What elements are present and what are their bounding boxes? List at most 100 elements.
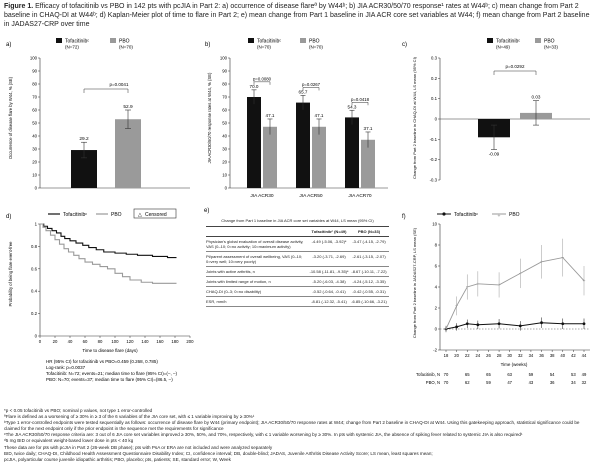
panel-f-n-value: 70 — [444, 372, 449, 377]
footnote-6: BID, twice daily; CHAQ-DI, Childhood Hea… — [4, 450, 433, 456]
row-label: Joints with active arthritis, n — [206, 269, 255, 274]
panel-f-point — [582, 322, 586, 326]
panel-f-y-tick-label: 8 — [435, 243, 438, 248]
panel-f-n-value: 49 — [582, 372, 587, 377]
panel-b-letter: b) — [205, 42, 210, 48]
panel-f-point — [518, 324, 522, 328]
row-label: Physician's global evaluation of overall… — [206, 239, 304, 249]
legend-a-pbo-name: PBO — [119, 39, 130, 45]
legend-c-pbo-name: PBO — [544, 39, 555, 45]
panel-d-ylabel: Probability of being flare event-free — [8, 241, 13, 307]
panel-f-letter: f) — [402, 214, 406, 220]
table-row: Pt/parent assessment of overall wellbein… — [206, 252, 389, 267]
panel-f-nrow-pbo-label: PBO, N — [426, 380, 440, 385]
panel-f-n-value: 62 — [465, 380, 470, 385]
row-pbo-value: -6.85 (-10.66, -3.21) — [351, 299, 387, 304]
legend-c-tofa-name: Tofacitinibᶜ — [496, 39, 520, 45]
panel-b-bar — [263, 126, 277, 188]
legend-d-pbo-name: PBO — [111, 212, 122, 218]
footnote-1: ªFlare is defined as a worsening of ≥ 30… — [4, 414, 255, 420]
panel-b-sig-bracket — [253, 81, 271, 85]
panel-d-letter: d) — [6, 214, 11, 220]
panel-c-y-tick-label: 0.2 — [431, 76, 438, 81]
row-label: Joints with limited range of motion, n — [206, 279, 271, 284]
panel-f-n-value: 36 — [550, 380, 555, 385]
panel-a-bar — [115, 119, 141, 188]
row-pbo-value: -4.24 (-5.12, -3.35) — [352, 279, 386, 284]
panel-d-y-tick-label: 0.8 — [31, 244, 38, 249]
legend-f-pbo-marker: + — [498, 213, 501, 219]
panel-f-n-value: 34 — [571, 380, 576, 385]
panel-f-n-value: 43 — [529, 380, 534, 385]
legend-b-pbo-n: (N=70) — [309, 45, 323, 50]
panel-a-y-tick-label: 50 — [32, 121, 37, 126]
panel-d-x-tick-label: 180 — [171, 339, 179, 344]
panel-f-n-value: 59 — [486, 380, 491, 385]
panel-f-ylabel: Change from Part 2 baseline in JADAS27-C… — [412, 227, 417, 338]
panel-d-km-curve-pbo — [40, 223, 177, 284]
panel-a-ylabel: Occurrence of disease flare by W44, % (S… — [8, 76, 13, 159]
panel-f-n-value: 53 — [571, 372, 576, 377]
panel-b-y-tick-label: 40 — [222, 134, 227, 139]
panel-c-y-tick-label: -0.3 — [430, 178, 438, 183]
panel-f-x-tick-label: 18 — [444, 353, 449, 358]
footnotes: *p < 0.05 tofacitinib vs PBO; nominal p … — [4, 408, 596, 463]
legend-f-pbo-name: PBO — [509, 212, 520, 218]
panel-f-n-value: 65 — [465, 372, 470, 377]
panel-d-x-tick-label: 200 — [186, 339, 194, 344]
row-pbo-value: -2.61 (-3.15, -2.07) — [352, 254, 386, 259]
row-pbo-value: -0.42 (-0.55, -0.31) — [352, 289, 386, 294]
legend-a-pbo-swatch — [110, 38, 116, 43]
panel-b-data-label: 70.0 — [250, 84, 259, 89]
panel-f-y-tick-label: 2 — [435, 306, 438, 311]
panel-f-x-tick-label: 38 — [550, 353, 555, 358]
legend-a-pbo-n: (N=70) — [119, 45, 133, 50]
panel-b-data-label: 54.3 — [348, 104, 357, 109]
legend-b-tofa-swatch — [248, 38, 254, 43]
panel-a-data-label: 29.2 — [79, 136, 89, 142]
panel-f-line-pbo — [445, 257, 585, 330]
panel-c-data-label: 0.03 — [532, 95, 541, 100]
panel-a-y-tick-label: 60 — [32, 108, 37, 113]
panel-b-y-tick-label: 80 — [222, 82, 227, 87]
panel-b-y-tick-label: 30 — [222, 147, 227, 152]
panel-b-y-tick-label: 90 — [222, 69, 227, 74]
panel-c-pvalue: p=0.0292 — [506, 64, 525, 69]
panel-d-y-tick-label: 0.6 — [31, 266, 38, 271]
censored-icon: △ — [138, 212, 142, 218]
panel-a-letter: a) — [6, 42, 11, 48]
panel-a-y-tick-label: 30 — [32, 147, 37, 152]
panel-c-ylabel: Change from Part 2 baseline in CHAQ-DI a… — [412, 56, 417, 179]
panel-f-point — [465, 322, 469, 326]
panel-f-xlabel: Time (weeks) — [501, 362, 528, 367]
panel-c-bar — [478, 119, 510, 138]
panel-b-y-tick-label: 0 — [225, 186, 228, 191]
panel-b-y-tick-label: 100 — [220, 56, 228, 61]
legend-d-tofa-name: Tofacitinibᶜ — [63, 212, 87, 218]
panel-f-y-tick-label: 6 — [435, 264, 438, 269]
panel-d-x-tick-label: 120 — [126, 339, 134, 344]
panel-b-pvalue: p=0.0080 — [253, 76, 272, 81]
panel-b-pvalue: p=0.0267 — [302, 82, 321, 87]
legend-f-tofa-name: Tofacitinibᶜ — [454, 212, 478, 218]
row-pbo-value: -8.67 (-10.11, -7.22) — [351, 269, 387, 274]
panel-f-x-tick-label: 34 — [529, 353, 534, 358]
panel-f-x-tick-label: 32 — [518, 353, 523, 358]
panel-e-table: Change from Part 1 baseline in JIA ACR c… — [206, 216, 389, 307]
panel-a-pvalue: p=0.0041 — [110, 82, 129, 87]
panel-b-x-tick-label: JIA ACR30 — [250, 193, 274, 199]
panel-f-y-tick-label: -2 — [433, 348, 437, 353]
panel-b-sig-bracket — [302, 87, 320, 91]
panel-f-x-tick-label: 42 — [571, 353, 576, 358]
panel-d-x-tick-label: 140 — [141, 339, 149, 344]
row-tofa-value: -3.20 (-3.71, -2.69) — [312, 254, 346, 259]
panel-a-y-tick-label: 10 — [32, 173, 37, 178]
panel-b-data-label: 65.7 — [299, 89, 308, 94]
panel-d-x-tick-label: 0 — [39, 339, 42, 344]
legend-d-censored-box — [133, 208, 177, 219]
panel-f-nrow-tofa-label: Tofacitinib, N — [416, 372, 440, 377]
panel-f-x-tick-label: 28 — [497, 353, 502, 358]
footnote-2: ᵇType 1 error-controlled endpoints were … — [4, 420, 580, 432]
panel-d-x-tick-label: 60 — [83, 339, 88, 344]
panel-b-x-tick-label: JIA ACR70 — [348, 193, 372, 199]
